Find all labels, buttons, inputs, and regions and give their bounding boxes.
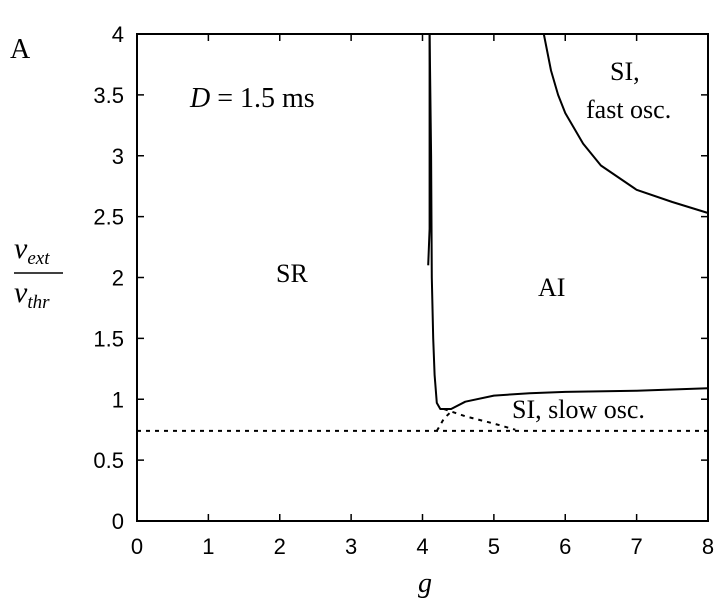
y-tick-label: 0.5: [93, 448, 124, 473]
region-label-si-fast-line2: fast osc.: [586, 95, 671, 124]
y-label-nu-num: ν: [14, 232, 28, 265]
dashed-boundary-curve-4: [443, 408, 516, 431]
delay-annotation-eq: = 1.5: [210, 83, 282, 114]
y-tick-label: 1.5: [93, 326, 124, 351]
y-tick-label: 3.5: [93, 83, 124, 108]
y-tick-label: 2.5: [93, 205, 124, 230]
boundary-curve-1: [428, 33, 709, 410]
x-tick-label: 4: [416, 534, 428, 559]
x-axis-label: g: [418, 568, 432, 599]
ticks-layer: 0 1 2 3 4 5 6 7 8 0 0.5 1 1.5 2 2.5 3 3.5 4: [93, 22, 714, 559]
region-label-ai: AI: [538, 273, 565, 302]
y-axis-label-denominator: νthr: [14, 276, 50, 313]
y-label-nu-den: ν: [14, 276, 28, 309]
y-tick-label: 4: [112, 22, 124, 47]
x-tick-label: 2: [274, 534, 286, 559]
y-label-sub-ext: ext: [27, 248, 50, 269]
x-tick-label: 1: [202, 534, 214, 559]
x-tick-label: 3: [345, 534, 357, 559]
x-tick-label: 5: [488, 534, 500, 559]
delay-annotation: D = 1.5 ms: [189, 83, 315, 114]
region-label-si-slow: SI, slow osc.: [512, 395, 645, 424]
y-tick-label: 2: [112, 266, 124, 291]
y-axis-label-numerator: νext: [14, 232, 50, 269]
x-tick-label: 0: [131, 534, 143, 559]
dashed-boundary-curve-5: [435, 409, 454, 432]
x-tick-label: 8: [702, 534, 714, 559]
x-tick-label: 7: [631, 534, 643, 559]
y-tick-label: 3: [112, 144, 124, 169]
curves-layer: [137, 33, 709, 432]
y-tick-label: 0: [112, 509, 124, 534]
boundary-curve-2: [542, 33, 709, 214]
panel-label: A: [10, 34, 31, 65]
y-label-sub-thr: thr: [27, 292, 50, 313]
delay-annotation-unit: ms: [282, 83, 315, 114]
region-label-sr: SR: [276, 259, 308, 288]
delay-annotation-var: D: [189, 83, 210, 114]
region-label-si-fast-line1: SI,: [610, 57, 640, 86]
y-tick-label: 1: [112, 387, 124, 412]
x-tick-label: 6: [559, 534, 571, 559]
